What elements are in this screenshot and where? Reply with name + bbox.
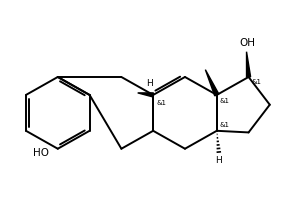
Text: H: H [216,156,222,165]
Polygon shape [138,93,153,97]
Text: H: H [146,79,152,88]
Text: &1: &1 [156,100,167,106]
Text: &1: &1 [219,98,229,104]
Text: &1: &1 [219,122,229,128]
Text: HO: HO [33,148,49,158]
Polygon shape [247,52,251,77]
Text: OH: OH [240,38,256,49]
Polygon shape [205,70,219,96]
Text: &1: &1 [251,79,261,85]
